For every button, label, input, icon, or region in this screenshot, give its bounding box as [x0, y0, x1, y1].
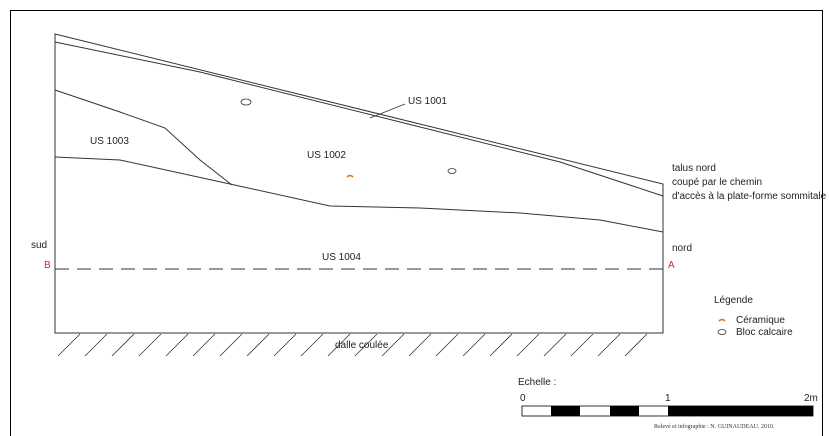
credit-text: Relevé et infographie : N. GUINAUDEAU. 2… [654, 424, 775, 430]
limestone-block-icon [717, 329, 727, 335]
us1002-boundary [54, 156, 664, 233]
dalle-label: dalle coulée [335, 340, 389, 351]
legend-title: Légende [714, 295, 753, 306]
us1003-boundary [54, 89, 233, 186]
legend-item-limestone: Bloc calcaire [736, 327, 793, 338]
point-a-label: A [668, 260, 675, 271]
scale-tick-1: 1 [665, 393, 671, 404]
dalle-hatching [57, 333, 648, 357]
ceramic-icon [718, 318, 726, 322]
talus-label-line3: d'accès à la plate-forme sommitale [672, 191, 827, 202]
us1002-label: US 1002 [307, 150, 346, 161]
legend-item-ceramic: Céramique [736, 315, 785, 326]
us1004-label: US 1004 [322, 252, 361, 263]
ceramic-find [346, 174, 354, 178]
scale-bar [521, 405, 814, 417]
us1001-boundary [54, 41, 664, 197]
section-outline [54, 33, 664, 334]
us1003-label: US 1003 [90, 136, 129, 147]
nord-label: nord [672, 243, 693, 254]
point-b-label: B [44, 260, 51, 271]
scale-title: Echelle : [518, 377, 557, 388]
limestone-block-1 [240, 98, 252, 106]
sud-label: sud [31, 240, 48, 251]
us1001-label: US 1001 [408, 96, 447, 107]
talus-label-line1: talus nord [672, 163, 716, 174]
talus-label-line2: coupé par le chemin [672, 177, 763, 188]
scale-tick-2: 2m [804, 393, 818, 404]
us1001-pointer [369, 103, 406, 119]
scale-tick-0: 0 [520, 393, 526, 404]
limestone-block-2 [447, 168, 457, 174]
figure-frame [10, 10, 823, 436]
